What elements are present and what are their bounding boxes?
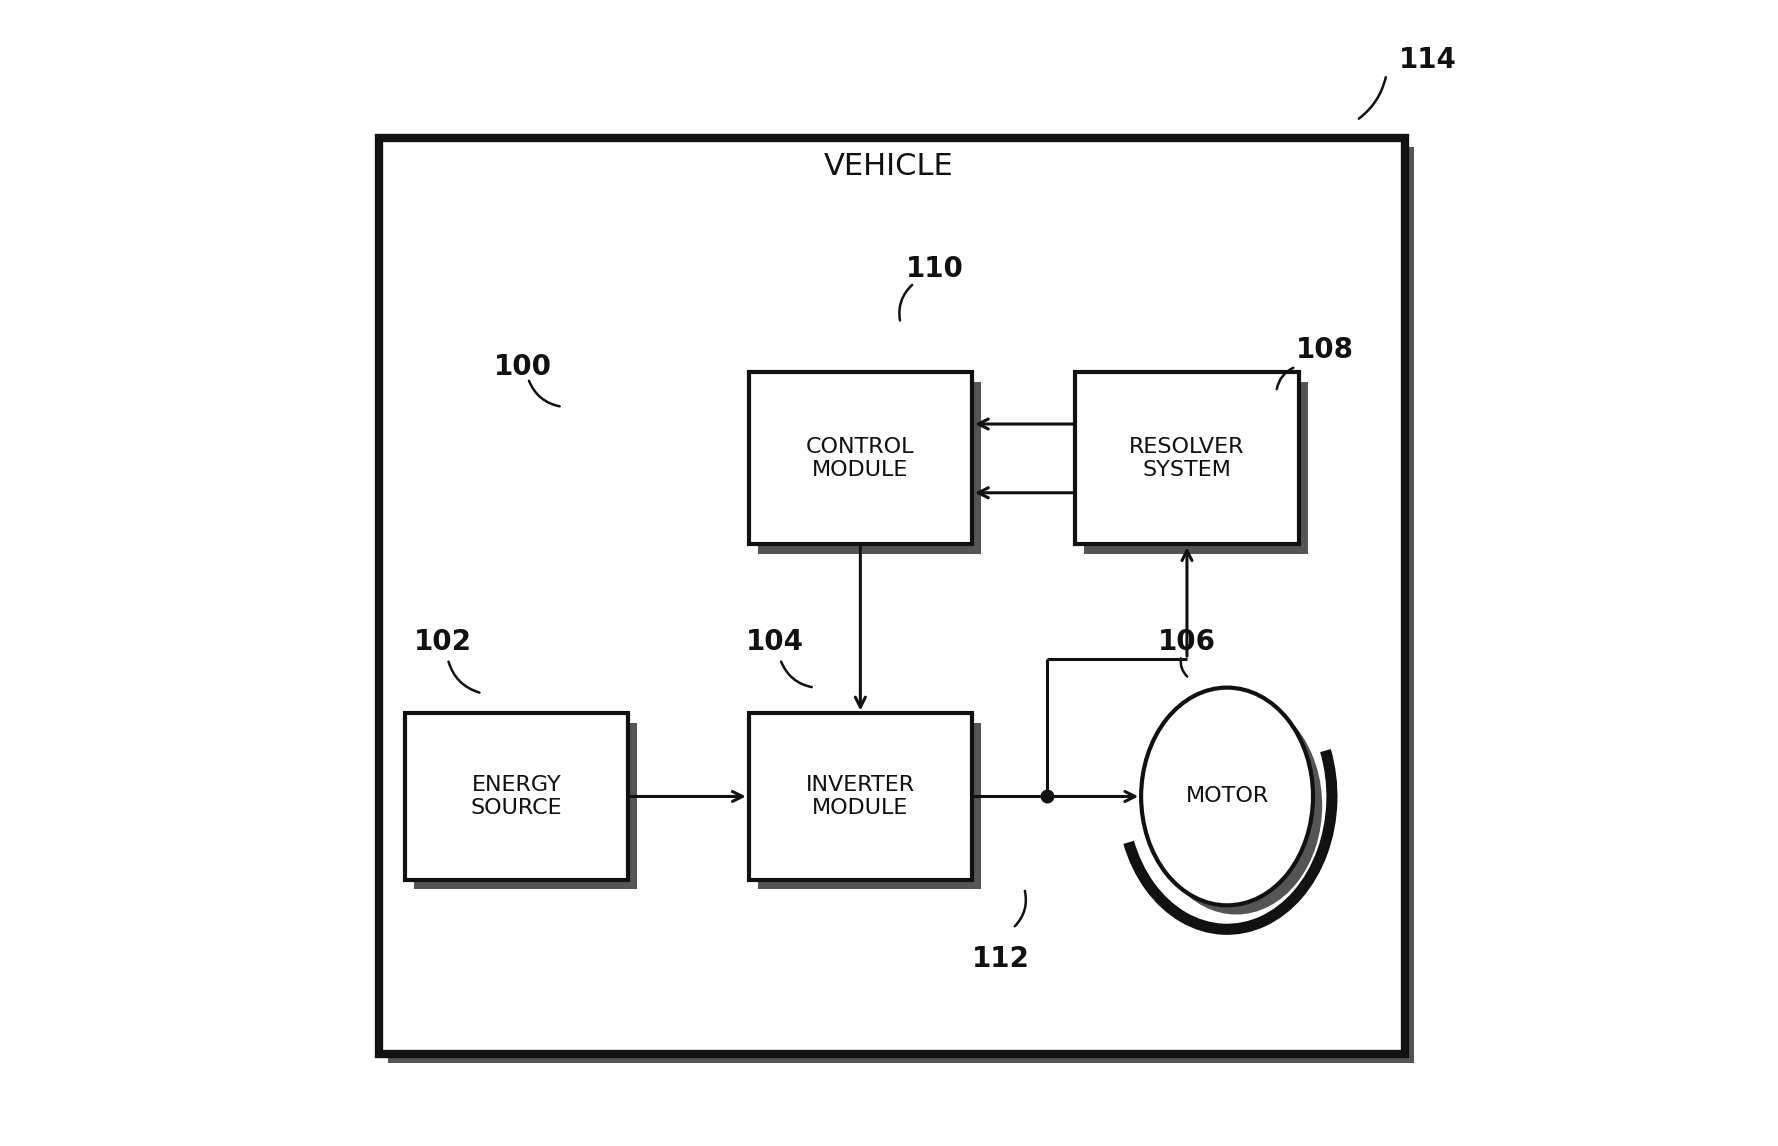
Bar bbox=[1085, 382, 1309, 554]
Text: 100: 100 bbox=[494, 353, 551, 380]
Bar bbox=[757, 382, 981, 554]
Text: VEHICLE: VEHICLE bbox=[825, 151, 953, 181]
Bar bbox=[1076, 372, 1298, 544]
Text: INVERTER
MODULE: INVERTER MODULE bbox=[805, 775, 916, 818]
Text: MOTOR: MOTOR bbox=[1186, 786, 1269, 807]
Bar bbox=[757, 723, 981, 889]
Text: 112: 112 bbox=[973, 945, 1029, 973]
Text: 110: 110 bbox=[907, 256, 964, 283]
Text: 102: 102 bbox=[414, 628, 471, 656]
Text: CONTROL
MODULE: CONTROL MODULE bbox=[805, 437, 914, 480]
Bar bbox=[749, 713, 973, 880]
Bar bbox=[405, 713, 628, 880]
Ellipse shape bbox=[1150, 697, 1323, 915]
Ellipse shape bbox=[1141, 688, 1312, 905]
Bar bbox=[379, 138, 1405, 1054]
Bar bbox=[388, 147, 1414, 1063]
Text: RESOLVER
SYSTEM: RESOLVER SYSTEM bbox=[1129, 437, 1245, 480]
Bar bbox=[749, 372, 973, 544]
Text: 104: 104 bbox=[745, 628, 804, 656]
Bar bbox=[414, 723, 638, 889]
Text: 106: 106 bbox=[1157, 628, 1216, 656]
Text: 108: 108 bbox=[1296, 336, 1353, 363]
Text: ENERGY
SOURCE: ENERGY SOURCE bbox=[471, 775, 562, 818]
Text: 114: 114 bbox=[1399, 46, 1456, 73]
